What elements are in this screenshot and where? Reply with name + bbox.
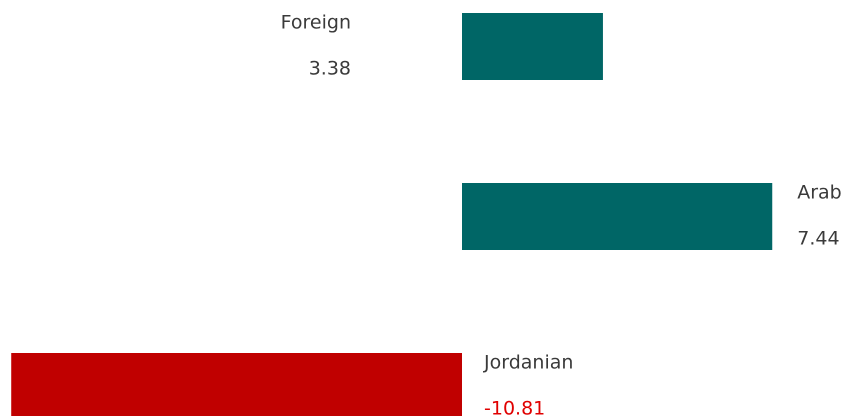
category-label: Arab <box>797 182 842 204</box>
bar <box>462 183 773 250</box>
value-label: 3.38 <box>309 58 351 80</box>
bar <box>11 353 463 416</box>
value-label: 7.44 <box>797 228 839 250</box>
category-label: Jordanian <box>483 352 573 374</box>
bar <box>462 13 603 80</box>
category-label: Foreign <box>281 12 351 34</box>
value-label: -10.81 <box>484 398 545 416</box>
